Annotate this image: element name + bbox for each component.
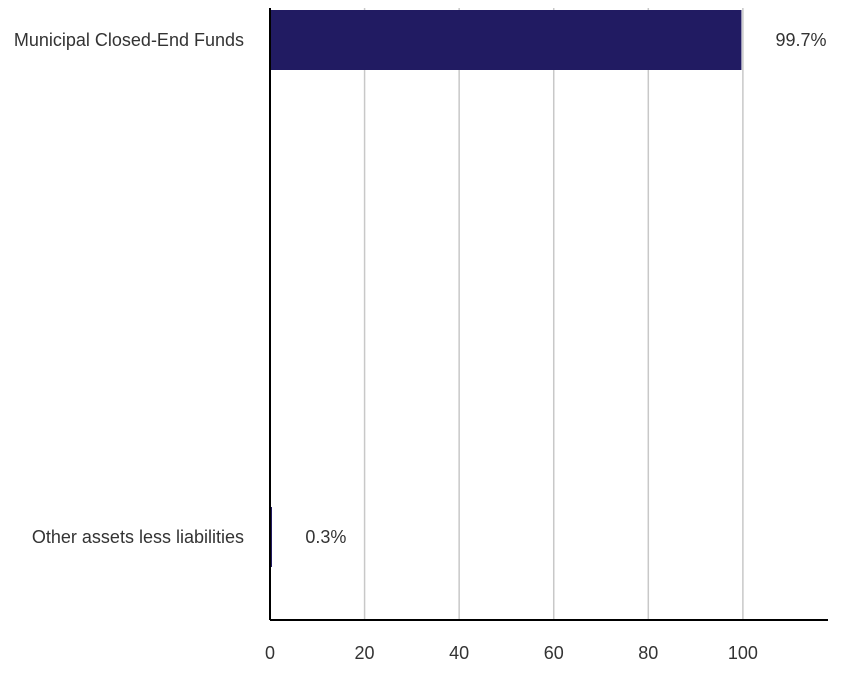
x-tick-label: 20: [355, 643, 375, 663]
gridlines: [363, 8, 744, 620]
x-tick-label: 60: [544, 643, 564, 663]
x-tick-label: 40: [449, 643, 469, 663]
x-tick-label: 80: [638, 643, 658, 663]
axes: [269, 8, 828, 621]
data-label: 99.7%: [775, 30, 826, 50]
data-label: 0.3%: [305, 527, 346, 547]
bars: [270, 10, 742, 567]
category-label: Other assets less liabilities: [32, 527, 244, 547]
labels: Municipal Closed-End Funds Other assets l…: [14, 30, 827, 663]
bar: [270, 10, 742, 70]
x-tick-label: 100: [728, 643, 758, 663]
x-tick-label: 0: [265, 643, 275, 663]
category-label: Municipal Closed-End Funds: [14, 30, 244, 50]
